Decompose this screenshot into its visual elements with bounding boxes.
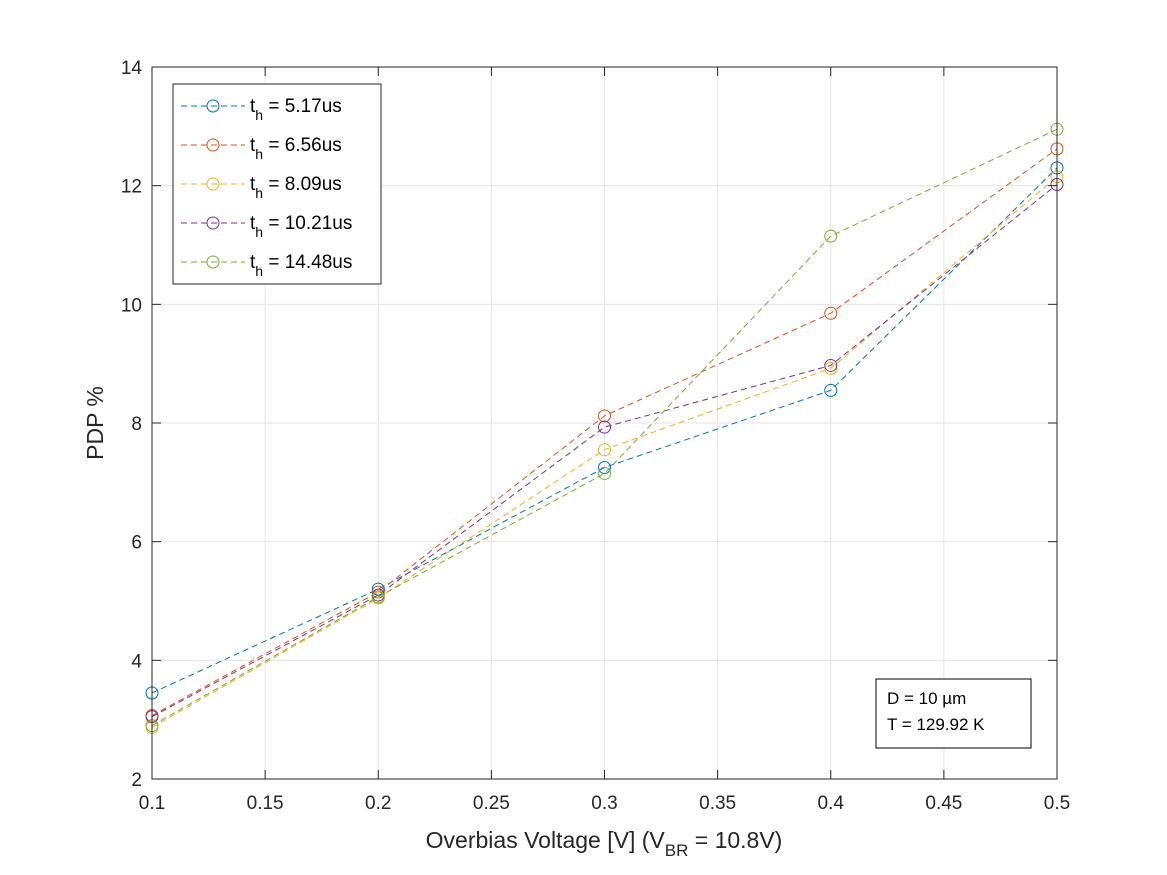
data-point [598,409,611,423]
ticks: 0.1 0.15 0.2 0.25 0.3 0.35 0.4 0.45 0.5 2 4 6 8 10 12 1… [121,58,1070,814]
x-tick-label: 0.1 [139,793,165,814]
annotation-frame [875,678,1032,749]
series-line [151,148,1058,716]
series-line [151,128,1058,727]
legend-entry: th = 5.17us [181,96,342,123]
legend-label: th = 6.56us [250,135,342,162]
legend-entry: th = 10.21us [181,213,352,240]
data-point [824,358,838,372]
annotation-box: D = 10 µm T = 129.92 K [875,678,1032,749]
y-tick-label: 6 [131,533,142,554]
y-tick-label: 8 [131,414,142,435]
y-tick-label: 12 [121,177,142,198]
legend-box [172,83,382,285]
legend-marker [206,177,220,191]
y-tick-label: 10 [121,295,142,316]
data-point [824,306,838,320]
data-point [824,361,838,375]
data-point [598,466,611,480]
y-tick-label: 14 [121,58,143,79]
x-tick-label: 0.2 [365,793,391,814]
y-tick-label: 4 [131,651,142,672]
annotation-diameter: D = 10 µm [887,689,966,708]
x-tick-label: 0.5 [1044,793,1070,814]
legend-marker [206,255,220,269]
legend-label: th = 8.09us [250,174,342,201]
data-point [824,383,838,397]
data-point [371,590,385,604]
x-tick-label: 0.35 [699,793,736,814]
data-point [598,461,611,474]
legend-label: th = 5.17us [250,96,342,123]
legend: th = 5.17us th = 6.56us th = 8.09us th = 10… [172,83,382,285]
x-tick-label: 0.3 [591,793,617,814]
data-point [824,229,838,243]
legend-marker [206,138,220,152]
legend-label: th = 14.48us [250,252,352,279]
legend-marker [206,216,220,230]
y-axis-title: PDP % [82,386,108,460]
x-tick-label: 0.25 [473,793,510,814]
legend-entry: th = 8.09us [181,174,342,201]
data-point [371,582,385,596]
data-point [598,420,611,434]
annotation-temperature: T = 129.92 K [887,715,985,734]
y-tick-label: 2 [131,770,142,791]
legend-entry: th = 6.56us [181,135,342,162]
series-line [151,184,1058,718]
x-tick-label: 0.45 [925,793,962,814]
legend-entry: th = 14.48us [181,252,352,279]
x-tick-label: 0.15 [247,793,284,814]
x-axis-title: Overbias Voltage [V] (VBR = 10.8V) [426,827,783,860]
x-tick-label: 0.4 [818,793,845,814]
data-point [598,443,611,457]
legend-label: th = 10.21us [250,213,352,240]
legend-marker [206,99,220,113]
